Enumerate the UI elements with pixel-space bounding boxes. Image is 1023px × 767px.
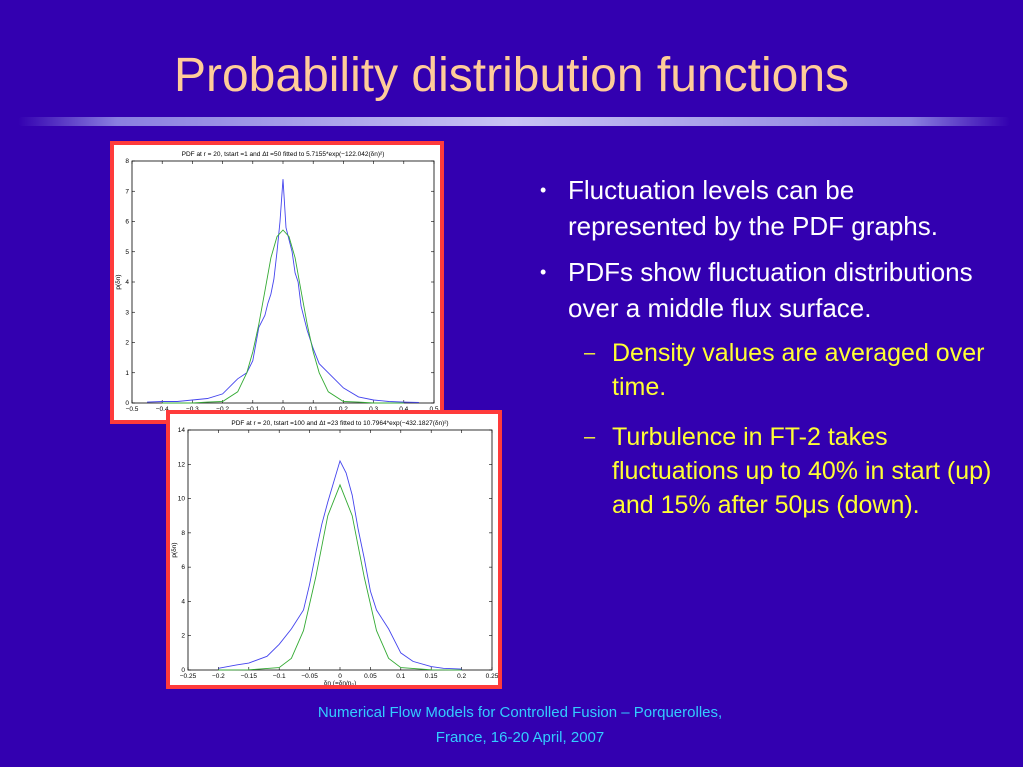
y-tick-label: 1	[125, 370, 129, 377]
sub-bullet-item: – Density values are averaged over time.	[584, 336, 1000, 404]
x-tick-label: 0.3	[369, 406, 378, 413]
title-divider	[18, 117, 1010, 126]
x-tick-label: −0.2	[212, 673, 225, 680]
bullet-item: • PDFs show fluctuation distributions ov…	[540, 254, 1000, 326]
y-tick-label: 12	[178, 461, 186, 468]
x-tick-label: −0.5	[126, 406, 139, 413]
x-tick-label: 0	[338, 673, 342, 680]
chart-title: PDF at r = 20, tstart =100 and Δt =23 fi…	[231, 420, 448, 427]
x-tick-label: −0.25	[180, 673, 197, 680]
y-tick-label: 14	[178, 427, 186, 434]
x-tick-label: −0.1	[273, 673, 286, 680]
pdf-chart-top: PDF at r = 20, tstart =1 and Δt =50 fitt…	[110, 141, 444, 424]
x-tick-label: 0.1	[309, 406, 318, 413]
measured-pdf-line	[147, 179, 419, 403]
gaussian-fit-line	[218, 483, 462, 671]
y-tick-label: 8	[125, 158, 129, 165]
y-tick-label: 4	[125, 279, 129, 286]
bullet-list: • Fluctuation levels can be represented …	[540, 172, 1000, 538]
bullet-marker-icon: •	[540, 262, 547, 282]
pdf-chart-bottom: PDF at r = 20, tstart =100 and Δt =23 fi…	[166, 410, 502, 689]
y-axis-label: p(δn)	[171, 542, 178, 557]
y-tick-label: 5	[125, 249, 129, 256]
y-tick-label: 3	[125, 309, 129, 316]
x-tick-label: 0.25	[486, 673, 498, 680]
pdf-chart-bottom-svg: PDF at r = 20, tstart =100 and Δt =23 fi…	[171, 420, 498, 685]
plot-area-box	[187, 429, 493, 671]
x-axis-label: δn (=δn/n₀)	[324, 680, 357, 685]
y-tick-label: 2	[125, 340, 129, 347]
sub-bullet-marker-icon: –	[584, 426, 596, 448]
y-tick-label: 4	[181, 598, 185, 605]
footer-line-2: France, 16-20 April, 2007	[435, 729, 605, 746]
y-tick-label: 7	[125, 188, 129, 195]
y-tick-label: 0	[125, 400, 129, 407]
x-tick-label: 0.2	[457, 673, 466, 680]
bullet-text: Fluctuation levels can be represented by…	[568, 175, 938, 241]
x-tick-label: −0.2	[216, 406, 229, 413]
sub-bullet-text: Turbulence in FT-2 takes fluctuations up…	[612, 423, 992, 519]
y-tick-label: 0	[181, 667, 185, 674]
chart-title: PDF at r = 20, tstart =1 and Δt =50 fitt…	[182, 151, 385, 158]
x-tick-label: 0.2	[339, 406, 348, 413]
x-tick-label: −0.4	[156, 406, 169, 413]
footer-line-1: Numerical Flow Models for Controlled Fus…	[317, 704, 723, 721]
y-tick-label: 10	[178, 496, 186, 503]
gaussian-fit-line	[162, 229, 404, 404]
y-tick-label: 8	[181, 530, 185, 537]
sub-bullet-item: – Turbulence in FT-2 takes fluctuations …	[584, 420, 1000, 522]
x-tick-label: −0.15	[241, 673, 258, 680]
x-tick-label: −0.1	[246, 406, 259, 413]
x-tick-label: 0.15	[425, 673, 438, 680]
x-tick-label: −0.05	[301, 673, 318, 680]
plot-area-box	[131, 160, 435, 404]
pdf-chart-top-svg: PDF at r = 20, tstart =1 and Δt =50 fitt…	[115, 151, 439, 413]
bullet-item: • Fluctuation levels can be represented …	[540, 172, 1000, 244]
x-tick-label: −0.3	[186, 406, 199, 413]
x-tick-label: 0.05	[364, 673, 377, 680]
x-tick-label: 0.1	[396, 673, 405, 680]
slide-title: Probability distribution functions	[173, 49, 850, 102]
y-tick-label: 6	[125, 219, 129, 226]
x-tick-label: 0	[281, 406, 285, 413]
y-tick-label: 6	[181, 564, 185, 571]
bullet-marker-icon: •	[540, 180, 547, 200]
y-axis-label: p(δn)	[115, 274, 122, 289]
x-tick-label: 0.5	[429, 406, 438, 413]
y-tick-label: 2	[181, 633, 185, 640]
sub-bullet-marker-icon: –	[584, 342, 596, 364]
bullet-text: PDFs show fluctuation distributions over…	[568, 257, 973, 323]
measured-pdf-line	[218, 459, 462, 670]
x-tick-label: 0.4	[399, 406, 408, 413]
sub-bullet-text: Density values are averaged over time.	[612, 339, 985, 401]
